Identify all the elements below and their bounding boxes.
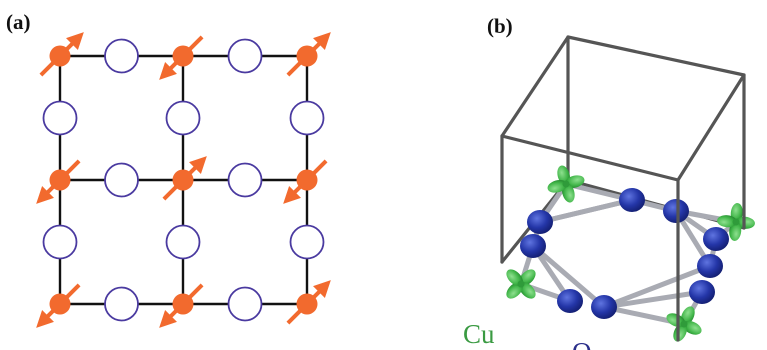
cu-orbital-core — [562, 180, 570, 188]
cu-orbital-lobe — [519, 282, 536, 299]
unit-cell-front — [500, 35, 746, 342]
oxygen-atom — [520, 234, 546, 258]
spin-down-arrow — [36, 159, 81, 204]
cu-orbital-lobe — [547, 179, 568, 193]
oxygen-site — [165, 224, 201, 260]
cuo2-lattice — [36, 32, 331, 328]
oxygen-atom — [697, 254, 723, 278]
copper-atom — [547, 165, 585, 203]
oxygen-atom — [689, 280, 715, 304]
ring-bond — [537, 197, 635, 225]
oxygen-site — [289, 224, 325, 260]
ring-bond — [530, 243, 607, 310]
ring-bond — [601, 289, 705, 310]
oxygen-atom — [591, 295, 617, 319]
oxygen-site — [104, 162, 139, 198]
oxygen-site — [227, 286, 263, 322]
oxygen-site — [227, 38, 263, 74]
copper-atoms — [506, 165, 755, 342]
cu-orbital-core — [517, 280, 525, 288]
spin-down-arrow — [283, 159, 328, 204]
oxygen-atom — [703, 227, 729, 251]
oxygen-site — [42, 224, 78, 260]
spin-down-arrow — [36, 283, 81, 328]
oxygen-atom — [557, 289, 583, 313]
oxygen-atoms — [520, 188, 729, 319]
cu-orbital-lobe — [717, 215, 738, 228]
panel-b-label: (b) — [487, 14, 513, 38]
oxygen-sites — [42, 38, 325, 322]
oxygen-site — [104, 286, 139, 322]
copper-atom — [506, 269, 536, 299]
oxygen-atom — [619, 188, 645, 212]
oxygen-site — [104, 38, 139, 74]
oxygen-site — [165, 100, 201, 136]
spin-down-arrow — [159, 35, 204, 80]
copper-atom — [666, 306, 702, 342]
panel-a-label: (a) — [6, 10, 31, 34]
cu-orbital-core — [732, 218, 740, 226]
cu-orbital-core — [680, 320, 688, 328]
oxygen-site — [42, 100, 78, 136]
spin-up-arrow — [39, 32, 84, 77]
crystal-structure-3d — [500, 35, 755, 342]
spin-arrows — [36, 32, 331, 328]
oxygen-atom — [663, 199, 689, 223]
cell-top-face — [500, 35, 746, 182]
o-label: O — [572, 337, 592, 350]
spin-up-arrow — [286, 32, 331, 77]
ring-bond — [601, 263, 713, 310]
spin-up-arrow — [162, 156, 207, 201]
cu-label: Cu — [463, 319, 495, 349]
oxygen-site — [227, 162, 263, 198]
oxygen-site — [289, 100, 325, 136]
spin-down-arrow — [159, 283, 204, 328]
oxygen-atom — [527, 210, 553, 234]
spin-up-arrow — [286, 280, 331, 325]
